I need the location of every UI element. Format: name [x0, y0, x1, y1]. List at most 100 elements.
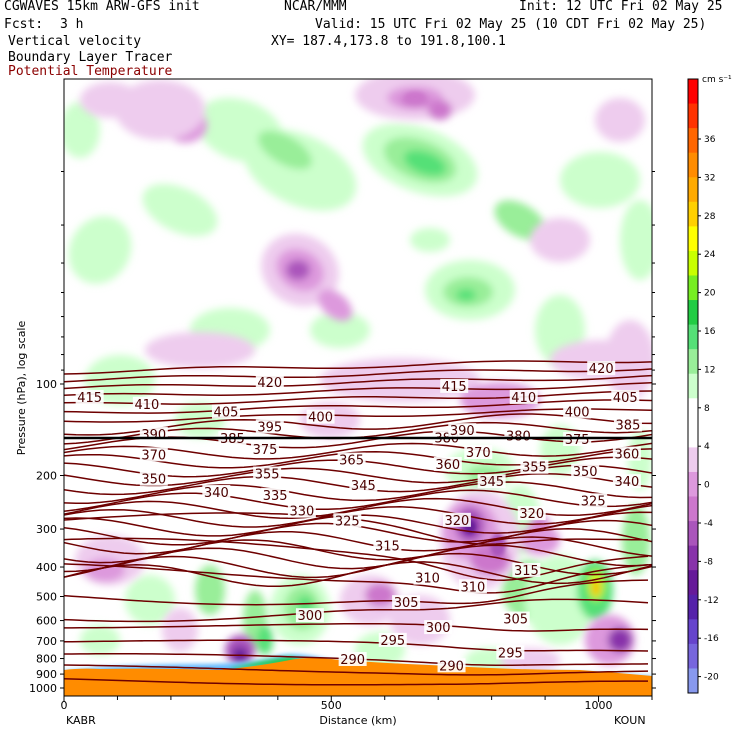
theta-contour [64, 381, 652, 396]
downdraft-region [608, 628, 632, 652]
colorbar: cm s⁻¹ 36 32 28 24 20 16 12 8 4 0 -4 -8 -12 -16 -20 [687, 75, 732, 694]
updraft-region [80, 625, 120, 655]
header-init: Init: 12 UTC Fri 02 May 25 [519, 0, 723, 14]
contour-label-bg [612, 446, 641, 461]
theta-contour [64, 528, 652, 555]
theta-contour [64, 481, 652, 505]
updraft-region [456, 289, 476, 301]
contour-label-bg [287, 503, 316, 518]
updraft-region [403, 150, 447, 176]
theta-contour-label: 290 [439, 659, 464, 674]
contour-label-bg [512, 562, 541, 577]
theta-contour-label: 390 [450, 424, 475, 439]
theta-contour-label: 400 [565, 405, 590, 420]
theta-contour-label: 385 [220, 432, 245, 447]
updraft-region [68, 216, 132, 284]
updraft-region [142, 183, 218, 237]
colorbar-swatch [688, 275, 698, 301]
colorbar-tick-label: 20 [704, 289, 716, 299]
theta-contour [64, 623, 649, 632]
theta-contour-label: 300 [297, 609, 322, 624]
contour-label-bg [75, 389, 104, 404]
colorbar-tick-label: 32 [704, 173, 715, 183]
x-tick-label: 1000 [585, 699, 613, 712]
colorbar-units: cm s⁻¹ [702, 75, 732, 85]
y-tick-label: 700 [36, 635, 57, 648]
colorbar-swatch [688, 324, 698, 350]
colorbar-swatch [688, 570, 698, 596]
contour-label-bg [349, 477, 378, 492]
y-tick-label: 100 [36, 378, 57, 391]
theta-contour-label: 320 [519, 507, 544, 522]
contour-label-bg [132, 396, 161, 411]
theta-contour-label: 345 [351, 479, 376, 494]
contour-label-bg [433, 456, 462, 471]
header-fcst-value: 3 h [60, 17, 84, 32]
header-org: NCAR/MMM [284, 0, 347, 14]
theta-contour-label: 420 [257, 376, 282, 391]
theta-contour [64, 360, 652, 375]
downdraft-region [162, 608, 198, 652]
colorbar-tick-label: 4 [704, 442, 710, 452]
theta-contour-label: 310 [461, 580, 486, 595]
start-station-label: KABR [66, 714, 96, 727]
theta-contour [64, 544, 652, 573]
theta-contour-label: 300 [426, 621, 451, 636]
header-fcst-label: Fcst: [4, 17, 44, 32]
contour-label-bg [448, 423, 477, 438]
downdraft-region [115, 80, 205, 140]
downdraft-region [530, 218, 590, 262]
theta-contour [64, 579, 649, 606]
theta-contour [64, 563, 649, 594]
downdraft-region [595, 98, 645, 142]
colorbar-tick-label: -12 [704, 596, 719, 606]
colorbar-tick-label: -4 [704, 519, 713, 529]
colorbar-tick-label: 24 [704, 250, 716, 260]
theta-contour-label: 340 [204, 486, 229, 501]
colorbar-tick-label: 16 [704, 327, 716, 337]
upward-motion-areas [64, 97, 652, 672]
theta-contour-label: 310 [415, 572, 440, 587]
theta-contour-label: 315 [514, 564, 539, 579]
theta-contour-label: 375 [253, 443, 278, 458]
downdraft-region [605, 320, 652, 400]
contour-label-bg [477, 474, 506, 489]
theta-contour-label: 350 [141, 473, 166, 488]
theta-contour-label: 330 [289, 505, 314, 520]
theta-contour-label: 400 [308, 411, 333, 426]
theta-contour-label: 350 [573, 465, 598, 480]
colorbar-swatch [688, 201, 698, 227]
theta-contour-label: 415 [77, 391, 102, 406]
downdraft-region [365, 583, 395, 607]
contour-label-bg [424, 620, 453, 635]
contour-label-bg [255, 375, 284, 389]
theta-contour-label: 405 [214, 405, 239, 420]
contour-label-bg [458, 579, 487, 594]
contour-label-bg [440, 378, 469, 393]
contour-label-bg [571, 463, 600, 478]
theta-contour-label: 345 [479, 475, 504, 490]
colorbar-swatch [688, 471, 698, 498]
y-tick-label: 400 [36, 561, 57, 574]
contour-label-bg [517, 506, 546, 521]
colorbar-tick-label: 28 [704, 212, 716, 222]
end-station-label: KOUN [614, 714, 646, 727]
y-tick-label: 200 [36, 470, 57, 483]
colorbar-frame [687, 78, 699, 694]
colorbar-swatch [688, 447, 698, 473]
colorbar-swatch [688, 300, 698, 326]
contour-label-bg [250, 441, 279, 456]
theta-contour [64, 408, 652, 423]
downdraft-region [286, 260, 310, 280]
theta-contour [64, 399, 652, 414]
colorbar-tick-label: 8 [704, 404, 710, 414]
contour-label-bg [139, 471, 168, 486]
theta-contour-label: 315 [375, 539, 400, 554]
contour-label-bg [202, 484, 231, 499]
theta-contour-label: 320 [444, 514, 469, 529]
colorbar-tick-label: 0 [704, 481, 710, 491]
colorbar-swatch [688, 152, 698, 178]
contour-label-bg [295, 608, 324, 623]
contour-label-bg [611, 389, 640, 404]
